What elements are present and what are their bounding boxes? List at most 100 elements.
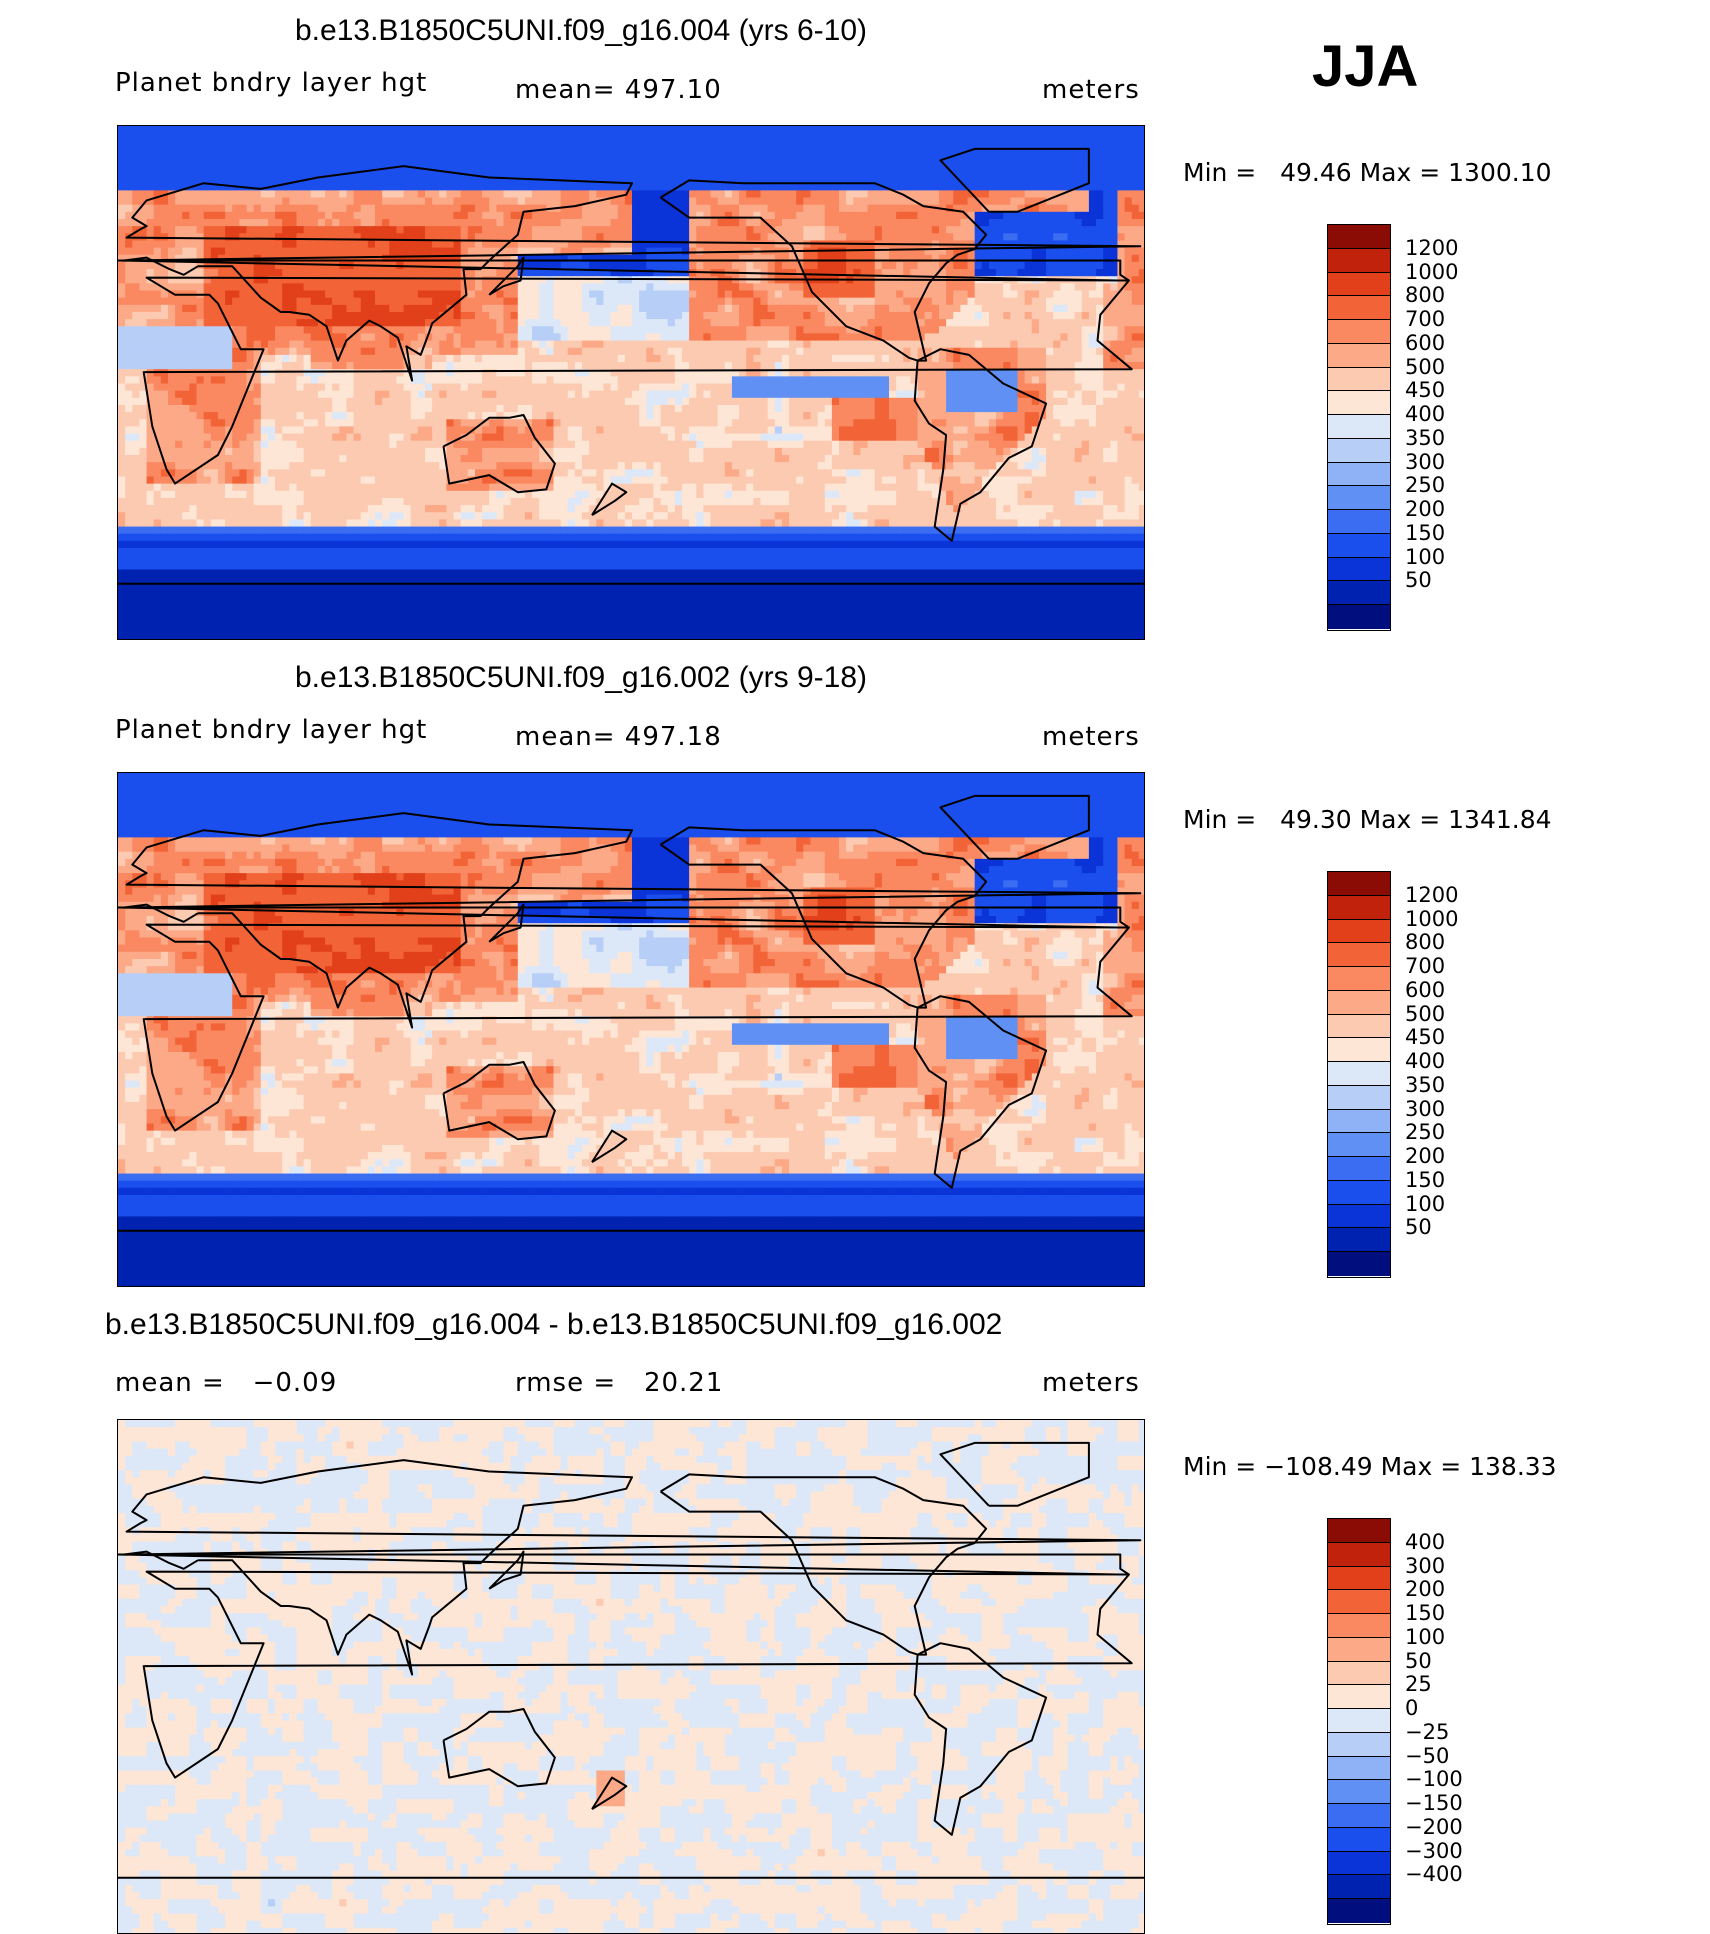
field-cell	[1053, 204, 1061, 213]
field-cell	[424, 183, 433, 191]
field-cell	[789, 126, 797, 134]
field-cell	[674, 254, 683, 263]
field-cell	[938, 347, 947, 356]
field-cell	[367, 326, 376, 335]
field-cell	[239, 211, 248, 220]
field-cell	[1010, 204, 1019, 213]
field-cell	[1003, 326, 1011, 335]
field-cell	[125, 311, 133, 320]
field-cell	[1046, 240, 1054, 249]
field-cell	[260, 161, 269, 170]
field-cell	[938, 254, 947, 263]
field-cell	[824, 233, 833, 242]
field-cell	[1010, 304, 1019, 313]
field-cell	[589, 133, 597, 141]
field-cell	[681, 283, 690, 292]
field-cell	[346, 197, 355, 206]
field-cell	[410, 204, 419, 213]
field-cell	[489, 197, 497, 206]
field-cell	[175, 218, 183, 227]
field-cell	[781, 211, 790, 220]
field-cell	[325, 297, 333, 306]
field-cell	[917, 233, 926, 242]
field-cell	[881, 147, 890, 156]
field-cell	[960, 304, 969, 313]
field-cell	[674, 218, 683, 227]
field-cell	[746, 126, 754, 134]
field-cell	[175, 311, 183, 320]
field-cell	[375, 226, 383, 234]
field-cell	[539, 290, 547, 299]
field-cell	[1067, 354, 1076, 363]
field-cell	[317, 269, 326, 277]
field-cell	[232, 290, 240, 299]
field-cell	[639, 276, 647, 284]
field-cell	[696, 304, 704, 313]
field-cell	[967, 254, 976, 263]
field-cell	[146, 333, 155, 342]
field-cell	[596, 369, 605, 377]
field-cell	[1060, 247, 1069, 256]
field-cell	[346, 126, 355, 134]
field-cell	[118, 183, 126, 191]
field-cell	[731, 176, 740, 184]
field-cell	[139, 354, 148, 363]
field-cell	[239, 197, 248, 206]
field-cell	[139, 140, 148, 149]
field-cell	[396, 254, 405, 263]
field-cell	[817, 283, 826, 292]
field-cell	[674, 176, 683, 184]
field-cell	[260, 247, 269, 256]
field-cell	[760, 319, 769, 327]
field-cell	[874, 226, 883, 234]
field-cell	[275, 140, 283, 149]
field-cell	[360, 190, 369, 199]
field-cell	[417, 333, 426, 342]
field-cell	[582, 283, 590, 292]
field-cell	[210, 247, 219, 256]
field-cell	[382, 240, 390, 249]
field-cell	[739, 290, 747, 299]
field-cell	[296, 297, 305, 306]
field-cell	[910, 126, 919, 134]
field-cell	[938, 333, 947, 342]
field-cell	[1074, 233, 1083, 242]
field-cell	[946, 362, 954, 370]
field-cell	[846, 147, 854, 156]
field-cell	[910, 168, 919, 177]
field-cell	[1110, 190, 1119, 199]
field-cell	[182, 326, 190, 335]
field-cell	[839, 183, 847, 191]
field-cell	[1053, 254, 1061, 263]
field-cell	[1038, 161, 1047, 170]
field-cell	[624, 333, 633, 342]
field-cell	[767, 340, 776, 349]
field-cell	[710, 354, 719, 363]
field-cell	[396, 297, 405, 306]
field-cell	[917, 126, 926, 134]
field-cell	[1038, 333, 1047, 342]
field-cell	[467, 261, 476, 270]
field-cell	[439, 254, 447, 263]
field-cell	[924, 226, 933, 234]
field-cell	[781, 311, 790, 320]
field-cell	[410, 290, 419, 299]
field-cell	[603, 333, 612, 342]
field-cell	[153, 140, 162, 149]
field-cell	[417, 147, 426, 156]
field-cell	[353, 304, 362, 313]
field-cell	[1081, 226, 1090, 234]
field-cell	[360, 154, 369, 163]
field-cell	[382, 319, 390, 327]
field-cell	[510, 161, 519, 170]
field-cell	[289, 362, 298, 370]
field-cell	[767, 354, 776, 363]
field-cell	[867, 233, 876, 242]
field-cell	[1124, 190, 1133, 199]
field-cell	[332, 283, 340, 292]
field-cell	[132, 183, 141, 191]
field-cell	[731, 297, 740, 306]
field-cell	[710, 283, 719, 292]
field-cell	[981, 354, 990, 363]
field-cell	[125, 126, 133, 134]
